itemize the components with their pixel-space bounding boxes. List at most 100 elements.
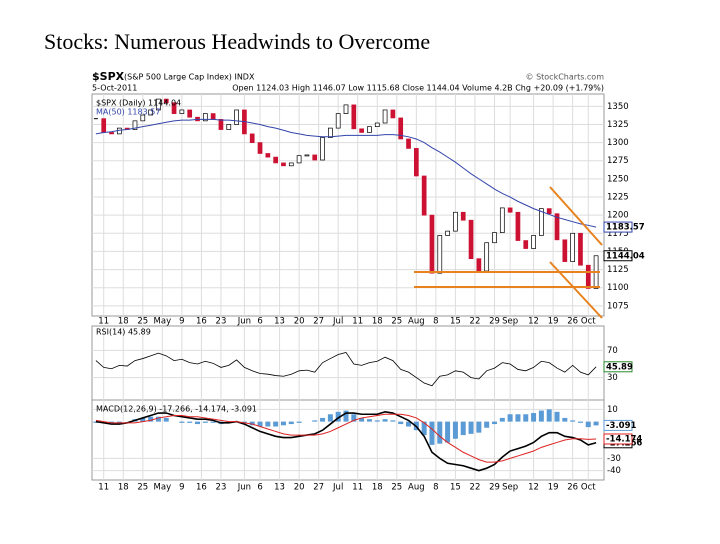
histogram-bar (249, 421, 255, 426)
date: 5-Oct-2011 (92, 84, 137, 93)
histogram-bar (585, 421, 591, 428)
x-tick-label: 6 (257, 483, 262, 493)
histogram-bar (179, 421, 185, 423)
histogram-bar (460, 421, 466, 436)
candle (562, 239, 568, 262)
candle (218, 119, 224, 130)
histogram-bar (531, 413, 537, 422)
x-tick-label: 11 (352, 483, 363, 493)
value-tag (603, 433, 633, 445)
x-tick-label: 19 (548, 483, 559, 493)
x-tick-label: Jul (332, 317, 343, 327)
x-tick-label: 22 (470, 317, 481, 327)
source: © StockCharts.com (526, 73, 605, 82)
candle (343, 104, 349, 114)
candle (382, 109, 388, 124)
candle (476, 258, 482, 272)
histogram-bar (523, 414, 529, 422)
candle (406, 138, 411, 149)
x-tick-label: 8 (433, 317, 438, 327)
trend-line (549, 261, 603, 319)
histogram-bar (116, 421, 122, 423)
histogram-bar (499, 417, 505, 422)
candle (281, 162, 286, 167)
x-tick-label: 9 (179, 483, 184, 493)
histogram-bar (241, 421, 247, 423)
candle (109, 132, 114, 135)
histogram-bar (163, 417, 169, 422)
histogram-bar (335, 411, 341, 422)
trendlines (414, 186, 603, 319)
x-tick-label: 11 (352, 317, 363, 327)
y-tick-label: 1175 (607, 229, 629, 239)
candle (359, 128, 364, 133)
x-tick-label: Jun (237, 483, 251, 493)
y-tick-label: -40 (607, 466, 621, 476)
x-tick-label: 29 (489, 317, 500, 327)
candle (515, 211, 521, 241)
y-tick-label: 1100 (607, 283, 629, 293)
x-tick-label: 11 (98, 483, 109, 493)
x-tick-label: 19 (548, 317, 559, 327)
x-tick-label: Oct (581, 483, 596, 493)
candle (460, 211, 466, 221)
y-tick-label: 70 (607, 346, 618, 356)
histogram-bar (593, 421, 599, 426)
x-tick-label: 29 (489, 483, 500, 493)
histogram-bar (452, 421, 458, 439)
candle (413, 148, 419, 177)
candle (187, 109, 193, 118)
candle (163, 98, 169, 104)
candle (523, 240, 529, 249)
quote: Open 1124.03 High 1146.07 Low 1115.68 Cl… (232, 84, 604, 93)
y-tick-label: 1250 (607, 174, 629, 184)
histogram-bar (109, 421, 115, 423)
x-tick-label: 18 (118, 317, 129, 327)
candle (156, 98, 161, 111)
x-tick-label: 27 (313, 317, 324, 327)
trend-line (549, 186, 603, 246)
histogram-bar (421, 421, 427, 436)
histogram-bar (155, 416, 161, 422)
histogram-bar (390, 420, 396, 422)
y-tick-label: -30 (607, 454, 621, 464)
value-tag (603, 419, 633, 431)
price-frame (91, 93, 605, 317)
histogram-bar (562, 417, 568, 422)
x-tick-label: Aug (408, 317, 425, 327)
x-tick-label: Sep (502, 317, 518, 327)
y-tick-label: 1125 (607, 265, 629, 275)
y-tick-label: 30 (607, 373, 618, 383)
x-tick-label: 23 (216, 317, 227, 327)
y-tick-label: 1200 (607, 211, 629, 221)
x-tick-label: 25 (391, 483, 402, 493)
y-tick-label: 1350 (607, 102, 629, 112)
candle (351, 104, 357, 130)
x-tick-label: 20 (294, 483, 305, 493)
value-tag (603, 361, 633, 373)
histogram-bar (429, 421, 435, 445)
histogram-bar (538, 410, 544, 422)
candle (437, 235, 443, 274)
candle (507, 207, 513, 213)
histogram-bar (398, 421, 404, 425)
histogram-bar (202, 421, 208, 423)
legend-ma: MA(50) 1183.57 (96, 108, 160, 117)
candle (320, 137, 325, 161)
histogram-bar (382, 419, 388, 422)
candle (492, 232, 497, 244)
candle (578, 232, 583, 266)
x-tick-label: 12 (528, 483, 539, 493)
y-tick-label: 1225 (607, 193, 629, 203)
histogram-bar (406, 421, 412, 427)
histogram-bar (468, 421, 474, 434)
rsi-line (95, 351, 597, 387)
candle (531, 235, 536, 249)
x-tick-label: 16 (196, 317, 207, 327)
x-tick-label: 22 (470, 483, 481, 493)
x-tick-label: 26 (567, 317, 578, 327)
x-tick-label: 23 (216, 483, 227, 493)
macd-line (95, 410, 597, 472)
histogram-bar (366, 419, 372, 422)
